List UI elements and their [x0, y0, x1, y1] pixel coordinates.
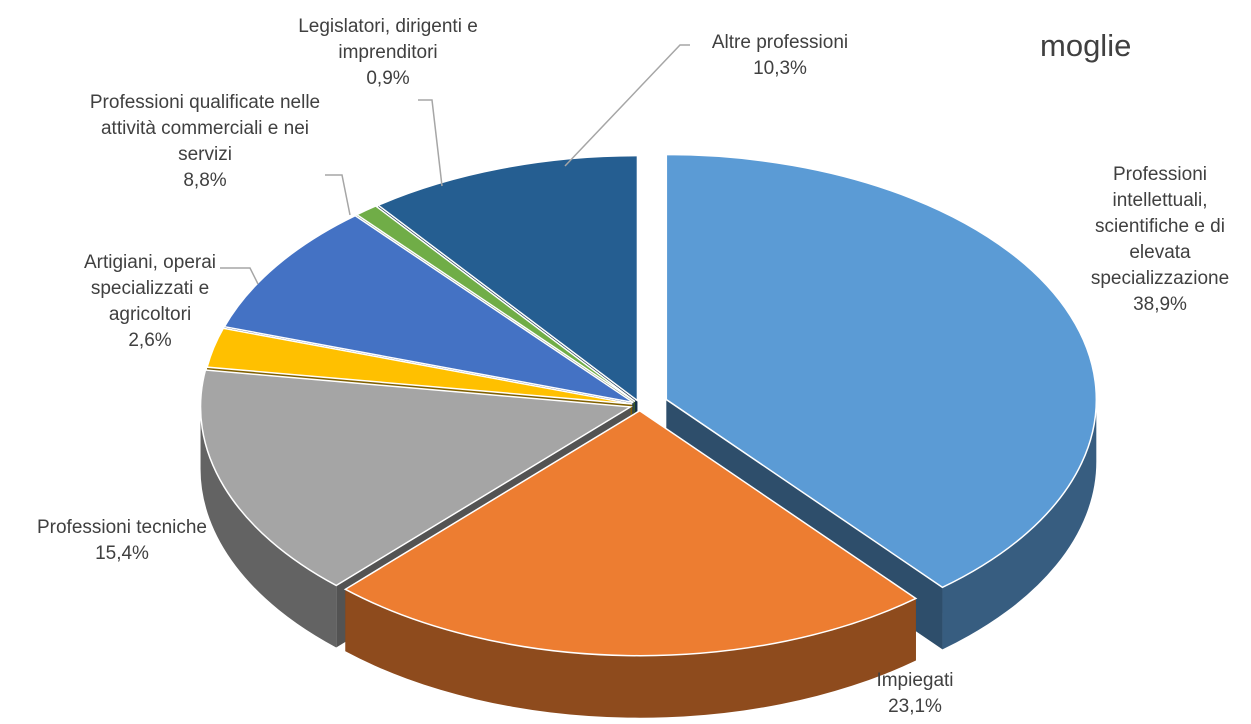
pie-slice	[665, 153, 1098, 589]
slice-label: Professioni qualificate nelle attività c…	[80, 90, 330, 194]
value-label: 10,3%	[753, 58, 807, 79]
slice-label: Altre professioni 10,3%	[670, 30, 890, 82]
value-label: 38,9%	[1133, 294, 1187, 315]
leader-line	[564, 44, 690, 167]
leader-line	[325, 174, 351, 216]
slice-label: Artigiani, operai specializzati e agrico…	[55, 250, 245, 354]
value-label: 8,8%	[183, 170, 227, 191]
category-label: Altre professioni	[711, 32, 849, 53]
category-label: Professioni intellettuali, scientifiche …	[1090, 164, 1230, 289]
category-label: Professioni tecniche	[36, 517, 208, 538]
slice-label: Professioni tecniche 15,4%	[0, 515, 257, 567]
slice-label: Legislatori, dirigenti e imprenditori 0,9…	[258, 14, 518, 92]
slice-side	[200, 406, 337, 648]
pie-slice	[343, 409, 918, 657]
pie-slice	[223, 214, 634, 404]
value-label: 2,6%	[128, 330, 172, 351]
value-label: 23,1%	[888, 696, 942, 717]
slice-label: Professioni intellettuali, scientifiche …	[1075, 162, 1245, 318]
chart-title: moglie	[1040, 28, 1132, 63]
category-label: Artigiani, operai specializzati e agrico…	[83, 252, 217, 325]
pie-slice	[206, 327, 633, 405]
value-label: 0,9%	[366, 68, 410, 89]
slice-side	[942, 399, 1097, 650]
category-label: Professioni qualificate nelle attività c…	[89, 92, 321, 165]
slice-label: Impiegati 23,1%	[815, 668, 1015, 720]
category-label: Legislatori, dirigenti e imprenditori	[298, 16, 478, 63]
leader-line	[418, 99, 443, 187]
pie-slice	[355, 205, 636, 403]
pie-slice	[199, 369, 633, 587]
category-label: Impiegati	[876, 670, 954, 691]
slices	[199, 153, 1098, 718]
value-label: 15,4%	[95, 543, 149, 564]
slice-side	[345, 589, 916, 718]
pie-slice	[376, 154, 639, 403]
leader-line	[220, 267, 259, 285]
